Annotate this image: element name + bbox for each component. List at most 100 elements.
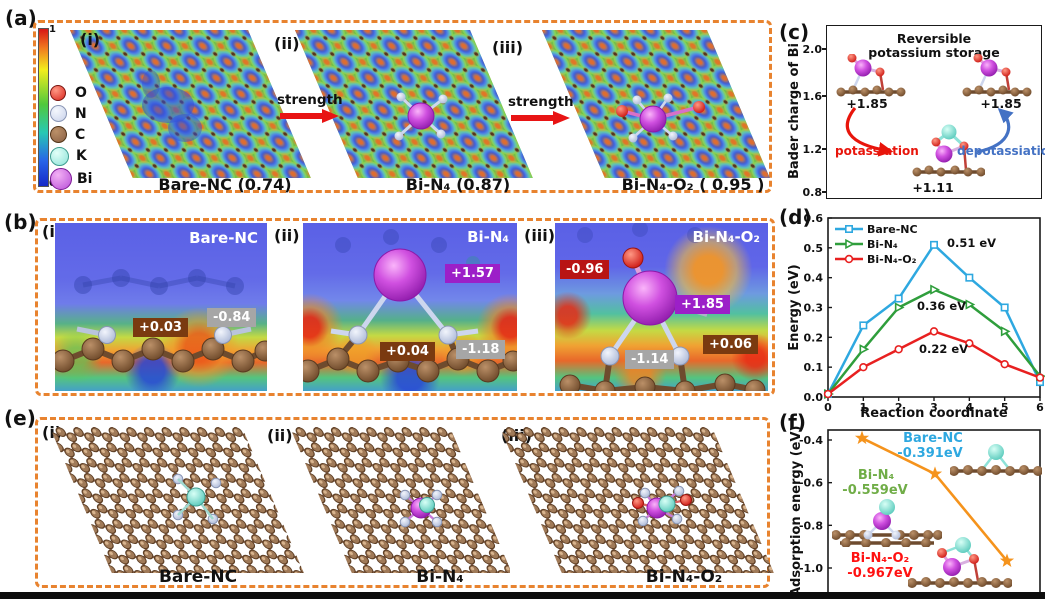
star-marker-Bare-NC <box>854 430 870 445</box>
star-marker-Bi-N₄ <box>927 466 943 480</box>
svg-text:0.5: 0.5 <box>804 242 824 255</box>
panel-a-label: (a) <box>5 6 37 30</box>
panel-d-label: (d) <box>779 205 812 229</box>
svg-text:0.3: 0.3 <box>804 302 824 315</box>
atom-N-icon <box>50 105 67 122</box>
strength-arrow-1-icon <box>280 109 339 123</box>
strength-label-1: strength <box>277 92 343 108</box>
panel-e-caption-iii: Bi-N₄-O₂ <box>645 567 723 587</box>
f-label-bi-n4-o2: Bi-N₄-O₂ <box>850 551 910 566</box>
bader-value-right: +1.85 <box>980 96 1022 111</box>
svg-text:Bare-NC: Bare-NC <box>867 223 918 236</box>
atom-O-icon <box>50 84 66 101</box>
legend-label-Bi: Bi <box>77 171 93 187</box>
legend-label-N: N <box>75 105 87 122</box>
bader-badge: -1.18 <box>456 340 506 359</box>
svg-text:1: 1 <box>860 401 868 414</box>
atom-C-icon <box>50 126 67 143</box>
esp-map-bare-nc: Bare-NC <box>55 223 267 391</box>
panel-a-caption-iii: Bi-N₄-O₂ ( 0.95 ) <box>621 175 765 194</box>
legend-row-Bi: Bi <box>50 167 92 191</box>
energy-barrier-chart: 0 1 2 3 4 5 6 0.0 0.1 0.2 0.3 0.4 0.5 0.6 Reaction coo… <box>787 212 1045 420</box>
panel-a-atom-overlay <box>142 70 705 143</box>
tick-mark <box>822 48 827 50</box>
atom-K-icon <box>50 146 69 166</box>
atom-legend: O N C K Bi <box>50 82 92 191</box>
svg-text:0.0: 0.0 <box>804 391 824 404</box>
esp-name-bi-n4: Bi-N₄ <box>467 228 509 246</box>
svg-text:5: 5 <box>1001 401 1009 414</box>
svg-text:0.4: 0.4 <box>804 272 824 285</box>
svg-text:3: 3 <box>930 401 938 414</box>
tick-mark <box>822 148 827 150</box>
esp-name-bare-nc: Bare-NC <box>189 229 258 247</box>
f-value-bi-n4-o2: -0.967eV <box>847 566 913 581</box>
panel-c-ytick: 1.6 <box>802 90 823 103</box>
bader-value-left: +1.85 <box>846 96 888 111</box>
depotassiation-arrow-icon <box>976 108 1014 154</box>
molecule-depotassiated-left <box>836 54 906 97</box>
panel-e-caption-ii: Bi-N₄ <box>416 567 464 587</box>
molecule-f-bare-nc <box>950 444 1042 476</box>
svg-text:-0.6: -0.6 <box>799 477 823 490</box>
svg-text:0.1: 0.1 <box>804 361 824 374</box>
panel-e-label: (e) <box>4 406 36 430</box>
svg-text:Bi-N₄-O₂: Bi-N₄-O₂ <box>867 253 917 266</box>
depotassiation-label: depotassiation <box>957 144 1045 158</box>
molecule-f-bi-n4 <box>832 499 942 547</box>
f-value-bi-n4: -0.559eV <box>842 483 908 498</box>
panel-a-caption-ii: Bi-N₄ (0.87) <box>405 175 511 194</box>
panel-a-index-iii: (iii) <box>492 38 524 57</box>
svg-text:4: 4 <box>966 401 974 414</box>
legend-label-O: O <box>75 84 87 101</box>
panel-c-label: (c) <box>779 20 810 44</box>
svg-text:Bi-N₄: Bi-N₄ <box>867 238 898 251</box>
molecule-depotassiated-right <box>962 54 1032 97</box>
barrier-annotation-bi-n4: 0.36 eV <box>917 299 967 313</box>
panel-c-ytick: 1.2 <box>802 143 823 156</box>
strength-arrow-2-icon <box>511 111 570 125</box>
esp-name-bi-n4-o2: Bi-N₄-O₂ <box>692 228 760 246</box>
legend-row-K: K <box>50 145 92 167</box>
tick-mark <box>822 95 827 97</box>
panel-e-box <box>35 417 770 588</box>
strength-label-2: strength <box>508 94 574 110</box>
panel-c-ytick: 0.8 <box>802 186 823 199</box>
panel-f-label: (f) <box>779 410 806 434</box>
bader-badge: +0.04 <box>380 342 435 361</box>
lattice-bare-nc <box>49 427 304 573</box>
svg-text:0.6: 0.6 <box>804 212 824 225</box>
panel-b-index-ii: (ii) <box>274 226 300 245</box>
bader-badge: +0.06 <box>703 335 758 354</box>
esp-map-bi-n4-o2: Bi-N₄-O₂ <box>555 223 768 391</box>
svg-text:-0.8: -0.8 <box>799 519 823 532</box>
molecule-bi-n4-side <box>303 229 517 383</box>
potassiation-arrow-icon <box>845 107 894 157</box>
legend-row-O: O <box>50 82 92 103</box>
lattice-bi-n4 <box>289 427 510 573</box>
molecule-f-bi-n4-o2 <box>908 537 1012 588</box>
panel-c-title-line1: Reversible <box>896 31 972 46</box>
bader-badge: -0.96 <box>560 260 610 279</box>
svg-text:2: 2 <box>895 401 903 414</box>
esp-map-bi-n4: Bi-N₄ <box>303 223 517 391</box>
tick-mark <box>822 191 827 193</box>
bader-badge: +0.03 <box>133 318 188 337</box>
f-value-bare-nc: -0.391eV <box>897 446 963 461</box>
svg-text:6: 6 <box>1036 401 1044 414</box>
atom-Bi-icon <box>50 168 72 190</box>
panel-a-index-ii: (ii) <box>274 34 300 53</box>
series-Bare-NC <box>826 243 1042 395</box>
bader-badge: -0.84 <box>207 308 257 327</box>
bader-badge: -1.14 <box>625 350 675 369</box>
panel-b-index-iii: (iii) <box>524 226 556 245</box>
panel-c-ytick: 2.0 <box>802 43 823 56</box>
molecule-bare-nc-side <box>55 269 267 373</box>
potassiation-label: potassiation <box>835 144 919 158</box>
f-label-bi-n4: Bi-N₄ <box>857 468 895 483</box>
bader-badge: +1.85 <box>675 295 730 314</box>
molecule-potassiated-center <box>912 124 985 177</box>
svg-text:0: 0 <box>824 401 832 414</box>
barrier-annotation-bare-nc: 0.51 eV <box>947 236 997 250</box>
star-marker-Bi-N₄-O₂ <box>999 553 1015 567</box>
